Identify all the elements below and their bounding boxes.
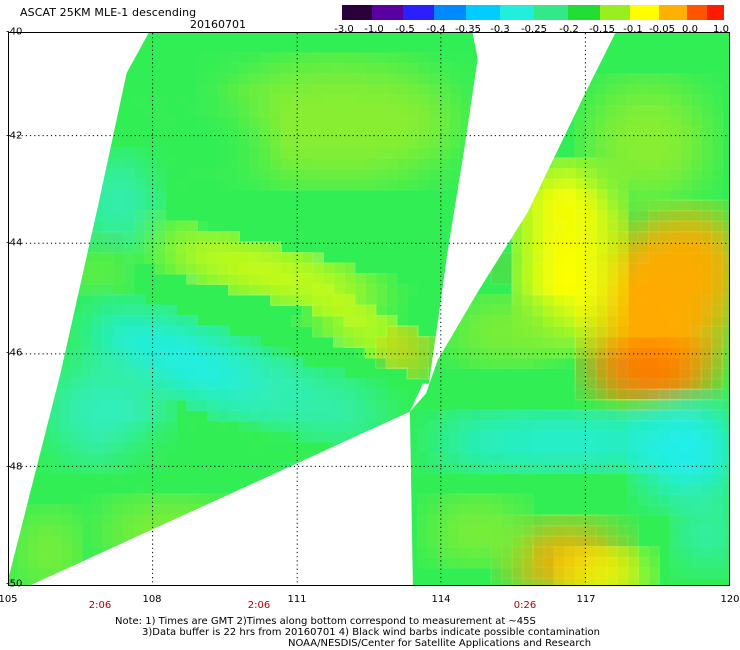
colorbar-swatch bbox=[534, 5, 569, 20]
colorbar-label: -0.15 bbox=[589, 24, 615, 35]
colorbar-swatch bbox=[434, 5, 467, 20]
colorbar-swatch bbox=[659, 5, 688, 20]
field-patch bbox=[427, 416, 708, 467]
field-patch bbox=[517, 162, 618, 243]
lon-label: 120 bbox=[720, 594, 740, 605]
colorbar-swatch bbox=[466, 5, 501, 20]
field-patch bbox=[562, 551, 653, 585]
time-label: 0:26 bbox=[513, 600, 537, 611]
colorbar bbox=[342, 5, 724, 20]
field-patch bbox=[218, 62, 458, 183]
field-patch bbox=[98, 234, 119, 251]
field-patch bbox=[587, 82, 708, 203]
field-patch bbox=[517, 202, 618, 342]
colorbar-label: -0.35 bbox=[455, 24, 481, 35]
field-patch bbox=[677, 496, 729, 567]
field-patch bbox=[73, 252, 124, 293]
colorbar-label: 0.0 bbox=[682, 24, 698, 35]
field-patch bbox=[489, 253, 506, 282]
lat-label: -42 bbox=[6, 130, 23, 142]
colorbar-label: -0.05 bbox=[649, 24, 675, 35]
lon-label: 111 bbox=[287, 594, 307, 605]
colorbar-label: -1.0 bbox=[364, 24, 384, 35]
lon-label: 108 bbox=[142, 594, 162, 605]
colorbar-label: -0.4 bbox=[426, 24, 446, 35]
colorbar-label: -0.25 bbox=[521, 24, 547, 35]
field-patch bbox=[383, 332, 433, 371]
colorbar-swatch bbox=[500, 5, 535, 20]
wind-field-map bbox=[8, 32, 730, 586]
lon-label: 117 bbox=[576, 594, 596, 605]
colorbar-swatch bbox=[600, 5, 631, 20]
colorbar-label: -0.5 bbox=[395, 24, 415, 35]
field-patch bbox=[152, 234, 385, 310]
field-patch bbox=[587, 346, 708, 397]
field-patch bbox=[83, 157, 154, 248]
colorbar-swatch bbox=[707, 5, 724, 20]
lat-label: -48 bbox=[6, 461, 23, 473]
colorbar-label: 1.0 bbox=[713, 24, 729, 35]
lon-label: 114 bbox=[431, 594, 451, 605]
note-line-1: Note: 1) Times are GMT 2)Times along bot… bbox=[115, 616, 536, 627]
field-patch bbox=[637, 401, 729, 502]
colorbar-label: -0.3 bbox=[490, 24, 510, 35]
colorbar-swatch bbox=[630, 5, 660, 20]
lat-label: -40 bbox=[6, 26, 23, 38]
note-line-2: 3)Data buffer is 22 hrs from 20160701 4)… bbox=[142, 627, 600, 638]
field-patch bbox=[657, 212, 729, 312]
time-label: 2:06 bbox=[88, 600, 112, 611]
lat-label: -46 bbox=[6, 347, 23, 359]
colorbar-swatch bbox=[342, 5, 373, 20]
chart-date: 20160701 bbox=[190, 18, 246, 31]
colorbar-swatch bbox=[568, 5, 601, 20]
colorbar-label: -0.2 bbox=[559, 24, 579, 35]
lat-label: -50 bbox=[6, 578, 23, 590]
note-line-3: NOAA/NESDIS/Center for Satellite Applica… bbox=[288, 638, 592, 649]
field-patch bbox=[118, 426, 299, 517]
field-patch bbox=[288, 466, 388, 537]
field-patch bbox=[48, 361, 169, 462]
colorbar-swatch bbox=[687, 5, 708, 20]
colorbar-swatch bbox=[372, 5, 404, 20]
lon-label: 105 bbox=[0, 594, 18, 605]
field-patch bbox=[230, 366, 386, 438]
field-patch bbox=[427, 501, 528, 562]
field-patch bbox=[148, 102, 269, 183]
chart-title: ASCAT 25KM MLE-1 descending bbox=[20, 6, 197, 19]
colorbar-label: -3.0 bbox=[334, 24, 354, 35]
field-patch bbox=[447, 302, 568, 362]
time-label: 2:06 bbox=[247, 600, 271, 611]
lat-label: -44 bbox=[6, 237, 23, 249]
field-patch bbox=[98, 501, 239, 562]
colorbar-labels: -3.0 -1.0 -0.5 -0.4 -0.35 -0.3 -0.25 -0.… bbox=[330, 24, 740, 36]
colorbar-swatch bbox=[403, 5, 435, 20]
colorbar-label: -0.1 bbox=[623, 24, 643, 35]
